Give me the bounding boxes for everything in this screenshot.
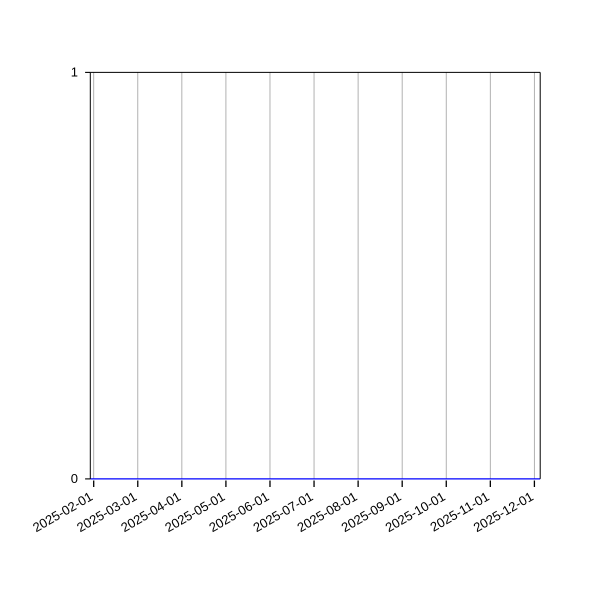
svg-text:1: 1 <box>71 64 78 79</box>
svg-text:0: 0 <box>71 471 78 486</box>
